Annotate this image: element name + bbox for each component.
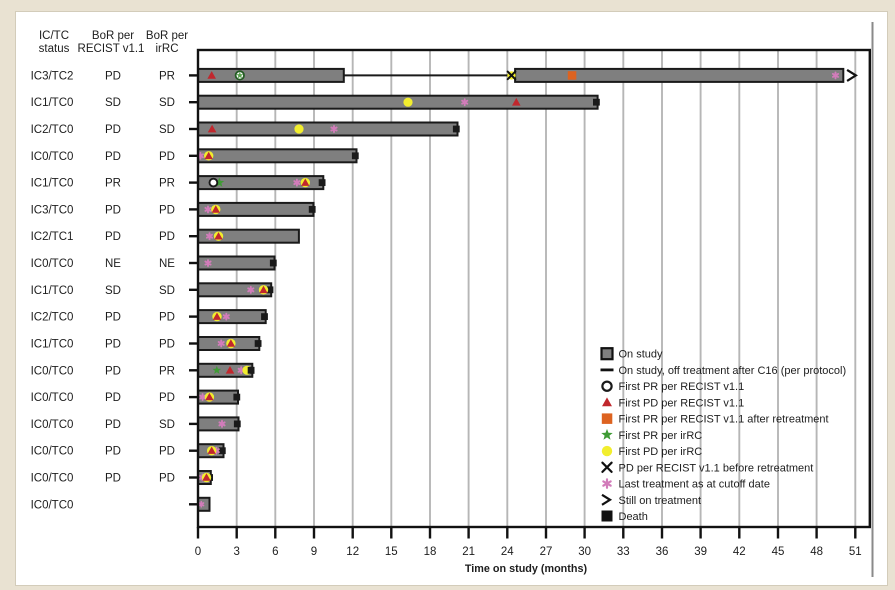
svg-text:51: 51 (849, 546, 862, 558)
svg-text:PD: PD (159, 473, 175, 485)
svg-text:IC1/TC0: IC1/TC0 (31, 285, 74, 297)
svg-text:IC3/TC0: IC3/TC0 (31, 204, 74, 216)
svg-text:PD: PD (159, 312, 175, 324)
svg-text:PR: PR (159, 70, 175, 82)
svg-text:On study, off treatment after: On study, off treatment after C16 (per p… (619, 365, 847, 377)
svg-text:36: 36 (656, 546, 669, 558)
svg-text:IC0/TC0: IC0/TC0 (31, 473, 74, 485)
svg-text:BoR per: BoR per (146, 30, 188, 42)
svg-text:SD: SD (105, 97, 121, 109)
svg-text:IC0/TC0: IC0/TC0 (31, 151, 74, 163)
svg-text:3: 3 (233, 546, 239, 558)
svg-text:PD: PD (105, 124, 121, 136)
svg-text:IC1/TC0: IC1/TC0 (31, 97, 74, 109)
svg-text:33: 33 (617, 546, 630, 558)
svg-text:30: 30 (578, 546, 591, 558)
svg-text:PD per RECIST v1.1 before retr: PD per RECIST v1.1 before retreatment (619, 462, 814, 474)
svg-text:SD: SD (105, 285, 121, 297)
svg-text:PR: PR (159, 365, 175, 377)
svg-text:SD: SD (159, 285, 175, 297)
svg-text:39: 39 (694, 546, 707, 558)
svg-text:SD: SD (159, 419, 175, 431)
svg-text:SD: SD (159, 97, 175, 109)
svg-text:IC0/TC0: IC0/TC0 (31, 446, 74, 458)
svg-text:IC1/TC0: IC1/TC0 (31, 178, 74, 190)
svg-text:15: 15 (385, 546, 398, 558)
svg-text:First PR per RECIST v1.1 after: First PR per RECIST v1.1 after retreatme… (619, 414, 829, 426)
svg-text:PD: PD (105, 446, 121, 458)
svg-text:First PR per RECIST v1.1: First PR per RECIST v1.1 (619, 381, 745, 393)
svg-text:IC2/TC1: IC2/TC1 (31, 231, 74, 243)
svg-text:PD: PD (105, 312, 121, 324)
svg-text:status: status (39, 43, 70, 55)
svg-text:PR: PR (159, 178, 175, 190)
svg-text:IC2/TC0: IC2/TC0 (31, 124, 74, 136)
svg-text:IC1/TC0: IC1/TC0 (31, 339, 74, 351)
svg-text:PD: PD (105, 231, 121, 243)
svg-text:12: 12 (346, 546, 359, 558)
svg-text:PR: PR (105, 178, 121, 190)
svg-text:PD: PD (105, 392, 121, 404)
svg-text:SD: SD (159, 124, 175, 136)
svg-text:IC2/TC0: IC2/TC0 (31, 312, 74, 324)
svg-text:42: 42 (733, 546, 746, 558)
svg-text:PD: PD (105, 70, 121, 82)
svg-text:NE: NE (105, 258, 121, 270)
svg-text:Still on treatment: Still on treatment (619, 495, 702, 507)
svg-text:First PR per irRC: First PR per irRC (619, 430, 703, 442)
svg-text:PD: PD (105, 473, 121, 485)
svg-text:First PD per RECIST v1.1: First PD per RECIST v1.1 (619, 397, 745, 409)
svg-text:PD: PD (159, 392, 175, 404)
svg-text:48: 48 (810, 546, 823, 558)
svg-text:PD: PD (105, 339, 121, 351)
svg-text:Time on study (months): Time on study (months) (465, 563, 588, 575)
svg-text:PD: PD (105, 419, 121, 431)
svg-text:18: 18 (424, 546, 437, 558)
svg-text:NE: NE (159, 258, 175, 270)
svg-text:BoR per: BoR per (92, 30, 134, 42)
svg-text:PD: PD (105, 365, 121, 377)
svg-text:24: 24 (501, 546, 514, 558)
svg-text:27: 27 (540, 546, 553, 558)
svg-text:IC0/TC0: IC0/TC0 (31, 499, 74, 511)
svg-text:IC0/TC0: IC0/TC0 (31, 365, 74, 377)
svg-text:Death: Death (619, 511, 648, 523)
svg-text:Last treatment as at cutoff da: Last treatment as at cutoff date (619, 479, 770, 491)
svg-text:IC0/TC0: IC0/TC0 (31, 419, 74, 431)
svg-text:On study: On study (619, 349, 664, 361)
svg-text:irRC: irRC (156, 43, 179, 55)
svg-text:IC0/TC0: IC0/TC0 (31, 392, 74, 404)
svg-text:21: 21 (462, 546, 475, 558)
svg-text:PD: PD (159, 231, 175, 243)
svg-text:9: 9 (311, 546, 317, 558)
svg-text:PD: PD (159, 204, 175, 216)
svg-text:PD: PD (159, 446, 175, 458)
svg-text:IC0/TC0: IC0/TC0 (31, 258, 74, 270)
svg-text:IC/TC: IC/TC (39, 30, 69, 42)
svg-text:45: 45 (772, 546, 785, 558)
svg-text:6: 6 (272, 546, 278, 558)
svg-text:IC3/TC2: IC3/TC2 (31, 70, 74, 82)
svg-text:PD: PD (105, 151, 121, 163)
svg-text:RECIST v1.1: RECIST v1.1 (78, 43, 145, 55)
svg-text:0: 0 (195, 546, 201, 558)
svg-text:PD: PD (159, 339, 175, 351)
svg-text:First PD per irRC: First PD per irRC (619, 446, 703, 458)
svg-text:PD: PD (105, 204, 121, 216)
svg-text:PD: PD (159, 151, 175, 163)
